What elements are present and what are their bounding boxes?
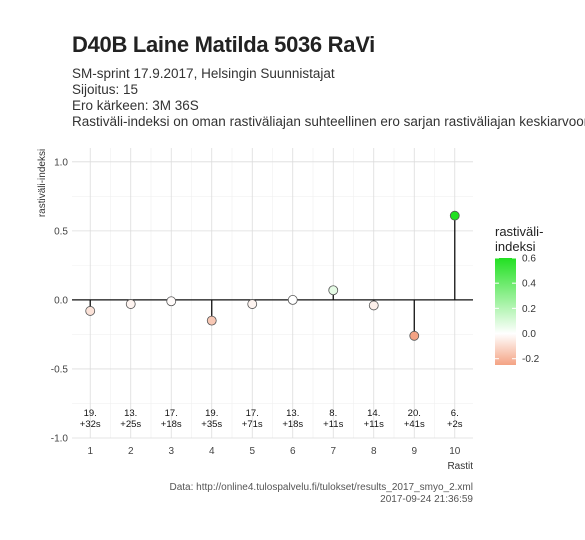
legend-ticks: 0.6 0.4 0.2 0.0 -0.2 [495, 254, 540, 365]
x-tick-label: 10 [449, 446, 461, 457]
legend-title-line-2: indeksi [495, 239, 536, 254]
y-axis-ticks: -1.0 -0.5 0.0 0.5 1.0 [51, 157, 69, 444]
source-caption: Data: http://online4.tulospalvelu.fi/tul… [169, 482, 473, 493]
rank-label-7: 8. [329, 408, 337, 419]
subtitle-line-gap: Ero kärkeen: 3M 36S [72, 98, 199, 113]
legend-tick-label: 0.0 [522, 329, 536, 340]
rank-label-6: 13. [286, 408, 299, 419]
point-5 [247, 299, 258, 309]
point-2 [125, 299, 136, 309]
time-label-8: +11s [364, 419, 384, 430]
point-1 [85, 306, 96, 316]
points [85, 210, 460, 341]
chart-subtitle: SM-sprint 17.9.2017, Helsingin Suunnista… [72, 66, 585, 130]
x-tick-label: 7 [330, 446, 336, 457]
time-label-3: +18s [161, 419, 182, 430]
time-label-4: +35s [201, 419, 222, 430]
x-axis-label: Rastit [447, 461, 473, 472]
timestamp-caption: 2017-09-24 21:36:59 [380, 494, 473, 505]
time-label-10: +2s [447, 419, 463, 430]
rank-label-5: 17. [246, 408, 259, 419]
control-annotations: 19.+32s13.+25s17.+18s19.+35s17.+71s13.+1… [80, 408, 463, 430]
y-axis-label: rastiväli-indeksi [37, 149, 48, 217]
x-tick-label: 1 [87, 446, 93, 457]
legend-tick-label: 0.6 [522, 254, 536, 265]
x-tick-label: 3 [168, 446, 174, 457]
legend-tick-label: 0.4 [522, 279, 536, 290]
point-8 [368, 300, 379, 311]
time-label-7: +11s [323, 419, 343, 430]
y-tick-label: -1.0 [51, 434, 69, 445]
subtitle-line-placement: Sijoitus: 15 [72, 82, 139, 97]
legend-tick-label: -0.2 [522, 354, 540, 365]
rank-label-3: 17. [165, 408, 178, 419]
rank-label-1: 19. [84, 408, 97, 419]
y-tick-label: -0.5 [51, 364, 69, 375]
time-label-6: +18s [282, 419, 303, 430]
rank-label-8: 14. [367, 408, 380, 419]
y-tick-label: 1.0 [54, 157, 68, 168]
grid-minor [72, 148, 473, 438]
x-tick-label: 8 [371, 446, 377, 457]
point-10 [449, 210, 460, 221]
point-3 [166, 296, 177, 307]
rank-label-2: 13. [124, 408, 137, 419]
legend-colorbar [495, 258, 516, 365]
x-tick-label: 5 [249, 446, 255, 457]
legend-title-line-1: rastiväli- [495, 224, 543, 239]
x-tick-label: 6 [290, 446, 296, 457]
x-tick-label: 4 [209, 446, 215, 457]
time-label-2: +25s [120, 419, 141, 430]
rank-label-10: 6. [451, 408, 459, 419]
legend-tick-label: 0.2 [522, 304, 536, 315]
point-6 [287, 295, 298, 305]
subtitle-line-event: SM-sprint 17.9.2017, Helsingin Suunnista… [72, 66, 335, 81]
x-axis-ticks: 1 2 3 4 5 6 7 8 9 10 [87, 446, 460, 457]
point-9 [409, 330, 420, 341]
x-tick-label: 9 [411, 446, 417, 457]
rank-label-4: 19. [205, 408, 218, 419]
grid-major [72, 148, 473, 439]
time-label-5: +71s [242, 419, 263, 430]
subtitle-line-description: Rastiväli-indeksi on oman rastiväliajan … [72, 114, 585, 129]
y-tick-label: 0.0 [54, 295, 68, 306]
x-tick-label: 2 [128, 446, 134, 457]
time-label-1: +32s [80, 419, 101, 430]
chart-title: D40B Laine Matilda 5036 RaVi [72, 32, 375, 57]
rank-label-9: 20. [408, 408, 421, 419]
legend: rastiväli- indeksi 0.6 0.4 0.2 0.0 -0.2 [495, 224, 543, 365]
point-4 [206, 315, 217, 326]
y-tick-label: 0.5 [54, 226, 68, 237]
point-7 [328, 285, 339, 296]
time-label-9: +41s [404, 419, 425, 430]
